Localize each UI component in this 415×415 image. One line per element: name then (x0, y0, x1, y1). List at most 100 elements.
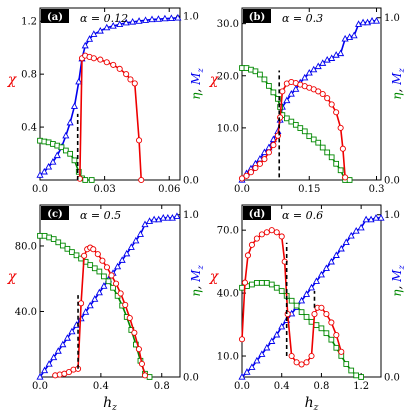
data-point (239, 284, 245, 291)
data-point (312, 277, 321, 284)
data-point (337, 124, 344, 131)
data-point (256, 160, 263, 167)
data-point (53, 151, 61, 159)
data-point (59, 242, 66, 249)
y-tick-label-left: 30.0 (217, 19, 239, 30)
data-point (307, 283, 316, 291)
data-point (54, 347, 62, 354)
panel-label: (b) (249, 12, 265, 23)
x-tick-label: 0.4 (93, 381, 109, 392)
x-tick-label: 0.8 (154, 381, 170, 392)
plot-frame (241, 204, 382, 378)
plot-frame (39, 204, 181, 378)
data-point (278, 288, 285, 294)
data-point (247, 169, 255, 176)
data-point (101, 273, 107, 280)
x-tick-label: 0.8 (313, 381, 329, 392)
data-point (243, 172, 250, 179)
data-point (69, 249, 75, 255)
panel-label-box (41, 206, 69, 220)
data-point (238, 336, 246, 343)
data-point (123, 249, 131, 257)
data-point (173, 212, 181, 220)
data-point (58, 144, 65, 151)
data-point (67, 150, 74, 157)
data-point (348, 367, 355, 374)
data-point (138, 360, 146, 367)
panel-label-box (243, 206, 271, 220)
data-point (45, 162, 53, 170)
series-line (39, 17, 178, 176)
data-point (253, 356, 261, 364)
data-point (275, 96, 281, 102)
data-point (337, 49, 345, 57)
data-point (138, 176, 145, 184)
data-point (90, 30, 98, 37)
data-point (103, 264, 111, 271)
y-axis-label-right: η, Mz (390, 68, 406, 100)
data-point (65, 369, 72, 376)
y-tick-label-left: 40.0 (15, 307, 37, 318)
x-tick-label: 0.3 (369, 184, 385, 195)
data-point (244, 252, 252, 259)
y-axis-label-left: χ (209, 72, 220, 88)
data-point (324, 95, 331, 102)
y-tick-label-left: 40.0 (217, 289, 239, 300)
data-point (342, 174, 349, 181)
data-point (310, 65, 318, 73)
data-point (283, 115, 290, 122)
data-point (249, 281, 255, 288)
data-point (328, 54, 336, 61)
data-point (110, 61, 117, 68)
data-point (116, 65, 123, 72)
data-point (317, 270, 325, 278)
data-point (174, 13, 182, 21)
y-tick-label-left: 10.0 (217, 123, 239, 134)
x-tick-label: 0.0 (32, 381, 48, 392)
y-axis-label-right: η, Mz (390, 265, 406, 297)
data-point (114, 262, 122, 270)
data-point (311, 311, 318, 318)
data-point (323, 311, 330, 318)
data-point (333, 344, 340, 351)
data-point (308, 352, 315, 360)
data-point (333, 109, 340, 116)
data-point (62, 147, 69, 154)
data-point (75, 77, 83, 85)
data-point (252, 164, 259, 172)
data-point (136, 230, 144, 237)
data-point (258, 231, 265, 238)
data-point (337, 167, 344, 174)
y-tick-label-right: 0.0 (183, 373, 199, 384)
data-point (127, 76, 134, 83)
data-point (263, 343, 271, 351)
data-point (332, 251, 340, 258)
data-point (318, 304, 325, 311)
data-point (288, 118, 295, 125)
data-point (131, 80, 138, 87)
data-point (36, 373, 44, 380)
plot-frame (39, 7, 181, 181)
data-point (136, 137, 143, 144)
data-point (263, 280, 270, 286)
data-point (64, 245, 71, 252)
y-axis-label-left: χ (209, 269, 220, 285)
data-point (313, 322, 320, 328)
series-line (40, 235, 151, 378)
plot-frame (241, 7, 382, 181)
x-tick-label: 0.0 (234, 184, 250, 195)
data-point (85, 35, 94, 42)
x-axis-label: hz (305, 395, 319, 413)
panel-c: 0.0 0.4 0.8 40.0 80.0 0.0 1.0 (c) α = 0.5 χ η, Mz h… (7, 204, 205, 413)
data-point (353, 372, 360, 379)
data-point (288, 297, 295, 304)
data-point (273, 284, 280, 291)
data-point (303, 314, 310, 320)
data-point (141, 220, 149, 228)
data-point (358, 374, 364, 380)
data-point (268, 281, 275, 288)
data-point (314, 62, 322, 70)
data-point (127, 243, 135, 250)
data-point (248, 241, 255, 248)
